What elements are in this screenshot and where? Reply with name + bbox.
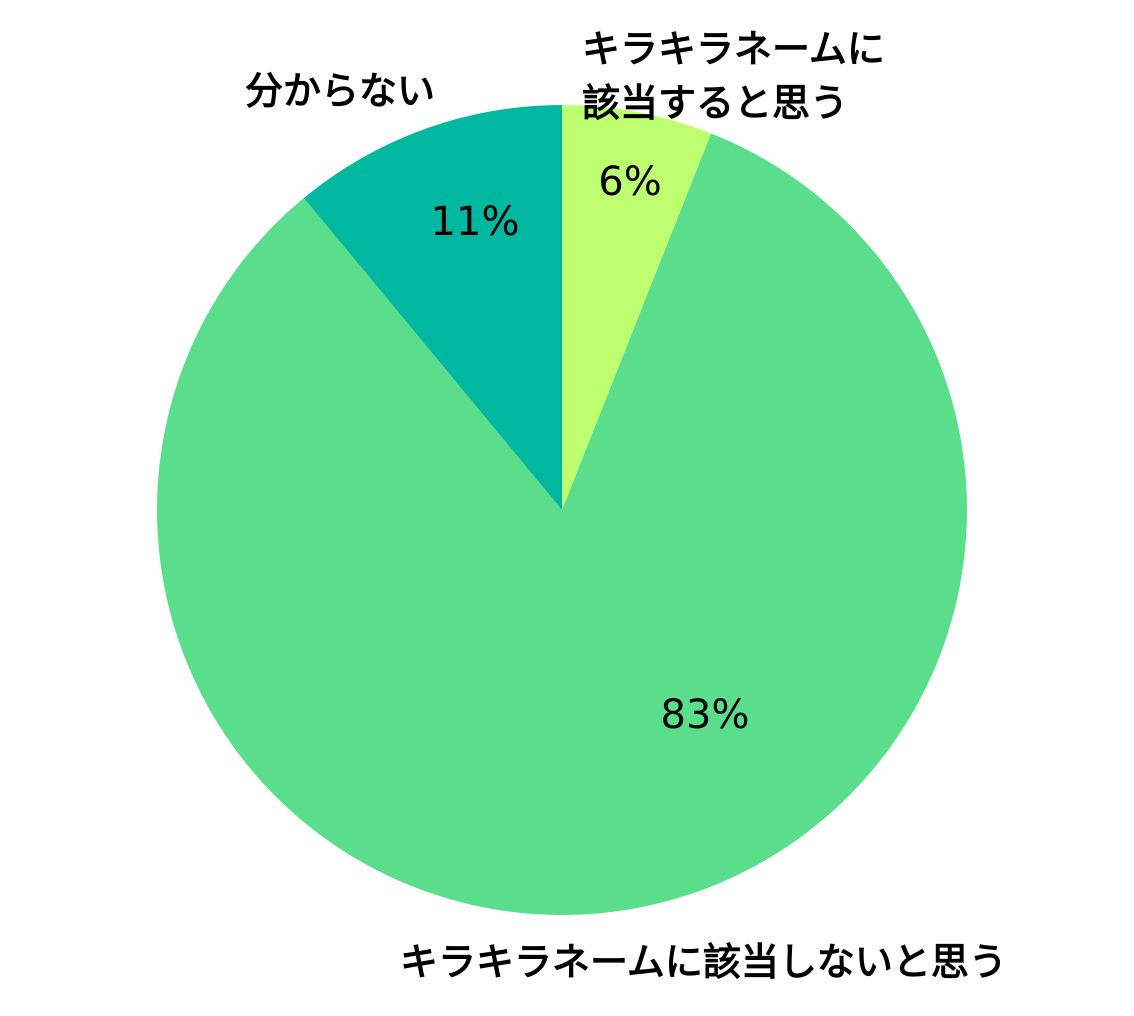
pie-slices <box>156 105 967 915</box>
pie-slice-kirakira-yes <box>562 105 712 510</box>
slice-category-label-unknown: 分からない <box>245 69 435 113</box>
slice-category-label-kirakira-yes: キラキラネームに該当すると思う <box>582 27 885 125</box>
pie-slice-kirakira-no <box>156 133 967 915</box>
slice-category-label-line: キラキラネームに <box>582 27 885 71</box>
slice-category-label-kirakira-no: キラキラネームに該当しないと思う <box>400 940 1007 984</box>
slice-value-label-kirakira-no: 83% <box>661 692 750 738</box>
slice-category-label-line: 分からない <box>245 69 435 113</box>
slice-value-label-unknown: 11% <box>431 199 520 245</box>
slice-category-label-line: キラキラネームに該当しないと思う <box>400 940 1007 984</box>
slice-value-label-kirakira-yes: 6% <box>598 159 661 205</box>
slice-category-label-line: 該当すると思う <box>582 81 848 125</box>
pie-slice-unknown <box>303 105 562 510</box>
pie-labels: 6% キラキラネームに該当すると思う 83% キラキラネームに該当しないと思う 11% 分… <box>245 27 1007 984</box>
